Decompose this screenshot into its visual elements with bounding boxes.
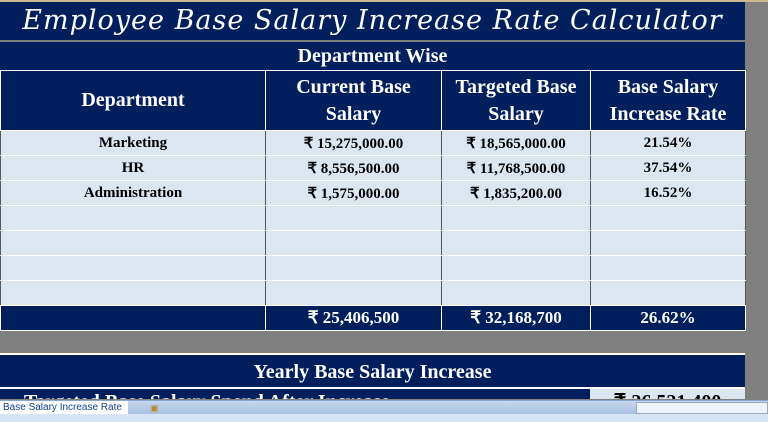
cell-targeted[interactable]: ₹ 1,835,200.00 xyxy=(441,180,591,206)
cell-current[interactable]: ₹ 1,575,000.00 xyxy=(265,180,442,206)
empty-cell[interactable] xyxy=(265,230,442,256)
header-row: Department Current Base Salary Targeted … xyxy=(0,70,746,131)
cell-targeted[interactable]: ₹ 18,565,000.00 xyxy=(441,130,591,156)
department-table: Department Current Base Salary Targeted … xyxy=(0,70,746,331)
cell-current[interactable]: ₹ 8,556,500.00 xyxy=(265,155,442,181)
total-targeted[interactable]: ₹ 32,168,700 xyxy=(441,305,591,331)
table-row: HR ₹ 8,556,500.00 ₹ 11,768,500.00 37.54% xyxy=(0,155,746,181)
spacer xyxy=(0,331,745,353)
section-yearly-increase: Yearly Base Salary Increase xyxy=(0,353,745,387)
total-current[interactable]: ₹ 25,406,500 xyxy=(265,305,442,331)
table-row: Administration ₹ 1,575,000.00 ₹ 1,835,20… xyxy=(0,180,746,206)
header-department[interactable]: Department xyxy=(0,70,266,131)
table-row: Marketing ₹ 15,275,000.00 ₹ 18,565,000.0… xyxy=(0,130,746,156)
empty-cell[interactable] xyxy=(265,205,442,231)
header-rate[interactable]: Base Salary Increase Rate xyxy=(590,70,746,131)
spend-value[interactable]: ₹ 26,521,400 xyxy=(590,389,745,399)
empty-cell[interactable] xyxy=(0,230,266,256)
total-rate[interactable]: 26.62% xyxy=(590,305,746,331)
cell-rate[interactable]: 16.52% xyxy=(590,180,746,206)
status-bar xyxy=(0,414,768,422)
cell-rate[interactable]: 37.54% xyxy=(590,155,746,181)
total-label-cell[interactable] xyxy=(0,305,266,331)
empty-cell[interactable] xyxy=(265,280,442,306)
empty-row xyxy=(0,205,746,231)
empty-cell[interactable] xyxy=(0,255,266,281)
empty-cell[interactable] xyxy=(590,255,746,281)
cell-targeted[interactable]: ₹ 11,768,500.00 xyxy=(441,155,591,181)
spend-label: Targeted Base Salary Spend After Increas… xyxy=(0,389,590,399)
spreadsheet: Employee Base Salary Increase Rate Calcu… xyxy=(0,2,746,399)
cell-department[interactable]: Marketing xyxy=(0,130,266,156)
empty-cell[interactable] xyxy=(590,280,746,306)
header-targeted[interactable]: Targeted Base Salary xyxy=(441,70,591,131)
sheet-tab[interactable]: Base Salary Increase Rate xyxy=(0,401,128,415)
cell-department[interactable]: HR xyxy=(0,155,266,181)
cell-current[interactable]: ₹ 15,275,000.00 xyxy=(265,130,442,156)
empty-cell[interactable] xyxy=(441,280,591,306)
empty-cell[interactable] xyxy=(0,280,266,306)
empty-row xyxy=(0,280,746,306)
spend-row: Targeted Base Salary Spend After Increas… xyxy=(0,387,745,399)
empty-row xyxy=(0,255,746,281)
empty-cell[interactable] xyxy=(265,255,442,281)
sheet-tab-bar: Base Salary Increase Rate ▣ xyxy=(0,400,768,415)
header-current[interactable]: Current Base Salary xyxy=(265,70,442,131)
section-department-wise: Department Wise xyxy=(0,42,745,70)
empty-row xyxy=(0,230,746,256)
empty-cell[interactable] xyxy=(441,255,591,281)
empty-cell[interactable] xyxy=(441,230,591,256)
totals-row: ₹ 25,406,500 ₹ 32,168,700 26.62% xyxy=(0,305,746,331)
empty-cell[interactable] xyxy=(590,230,746,256)
insert-sheet-icon[interactable]: ▣ xyxy=(150,403,159,413)
cell-rate[interactable]: 21.54% xyxy=(590,130,746,156)
cell-department[interactable]: Administration xyxy=(0,180,266,206)
empty-cell[interactable] xyxy=(0,205,266,231)
horizontal-scrollbar[interactable] xyxy=(636,402,768,414)
empty-cell[interactable] xyxy=(441,205,591,231)
sheet-title: Employee Base Salary Increase Rate Calcu… xyxy=(0,2,745,40)
empty-cell[interactable] xyxy=(590,205,746,231)
window-border xyxy=(0,0,768,2)
